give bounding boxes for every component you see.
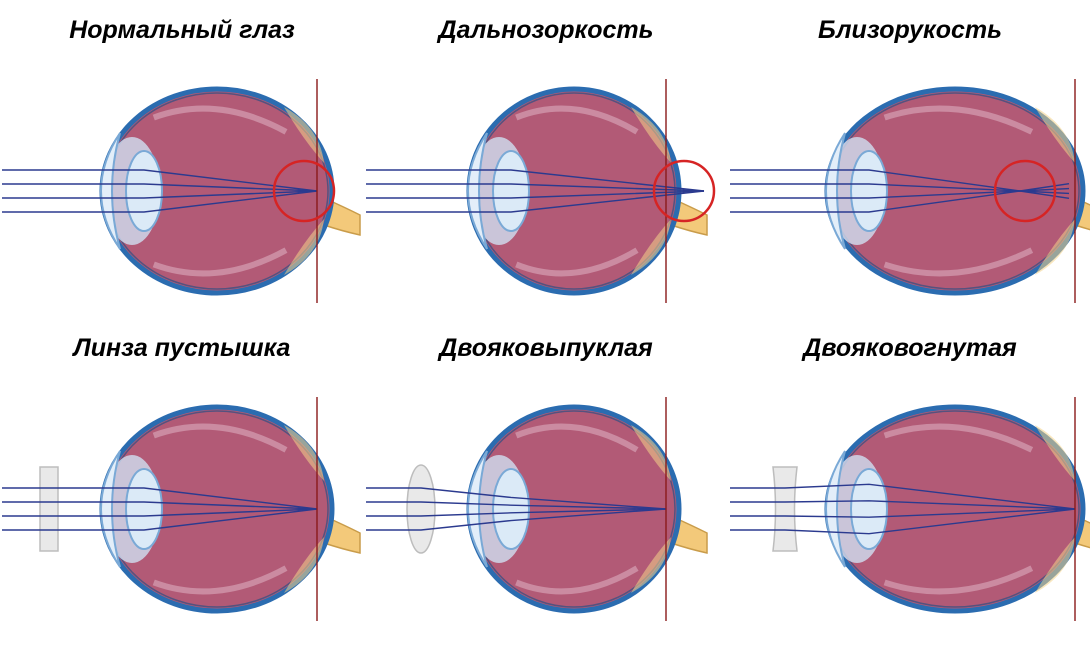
diagram-wrap-concave-lens [730, 369, 1090, 629]
cell-myopia: Близорукость [728, 10, 1092, 328]
diagram-wrap-myopia [730, 51, 1090, 311]
title-convex-lens: Двояковыпуклая [439, 334, 653, 363]
diagram-wrap-convex-lens [366, 369, 726, 629]
title-myopia: Близорукость [818, 16, 1002, 45]
title-hyperopia: Дальнозоркость [439, 16, 654, 45]
cell-normal: Нормальный глаз [0, 10, 364, 328]
diagram-wrap-normal [2, 51, 362, 311]
cell-convex-lens: Двояковыпуклая [364, 328, 728, 646]
diagram-wrap-hyperopia [366, 51, 726, 311]
cell-concave-lens: Двояковогнутая [728, 328, 1092, 646]
eye-diagram-hyperopia [366, 51, 726, 311]
title-concave-lens: Двояковогнутая [803, 334, 1016, 363]
title-flat-lens: Линза пустышка [74, 334, 291, 363]
eye-diagram-concave-lens [730, 369, 1090, 629]
diagram-wrap-flat-lens [2, 369, 362, 629]
eye-diagram-myopia [730, 51, 1090, 311]
title-normal: Нормальный глаз [69, 16, 295, 45]
eye-diagram-flat-lens [2, 369, 362, 629]
eye-diagram-convex-lens [366, 369, 726, 629]
cell-hyperopia: Дальнозоркость [364, 10, 728, 328]
diagram-grid: Нормальный глаз Дальнозоркость [0, 0, 1092, 655]
cell-flat-lens: Линза пустышка [0, 328, 364, 646]
eye-diagram-normal [2, 51, 362, 311]
